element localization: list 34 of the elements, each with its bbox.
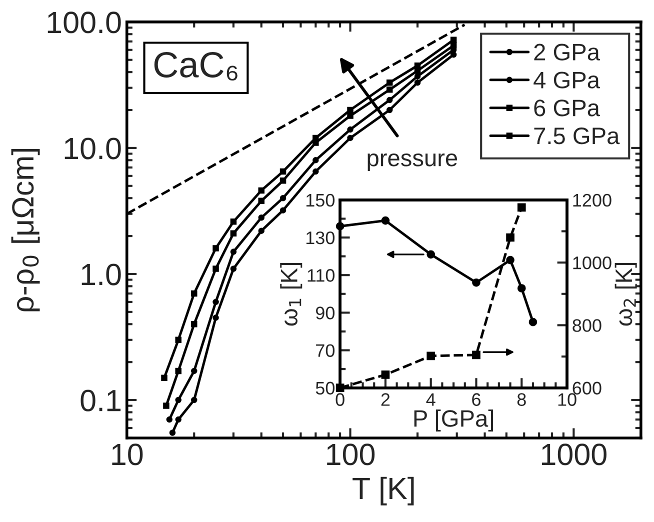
y2-tick-label: 800 bbox=[572, 319, 602, 332]
legend-label: 7.5 GPa bbox=[534, 128, 620, 144]
y-axis-title: ρ-ρ$_{0}$ [μΩcm] bbox=[11, 149, 40, 312]
y2-axis-title: ω$_{2}$ [K] bbox=[614, 263, 637, 326]
y-tick-label: 100.0 bbox=[48, 12, 121, 34]
x-tick-label: 6 bbox=[472, 393, 480, 406]
y-tick-label: 1.0 bbox=[82, 264, 121, 286]
x-tick-label: 10 bbox=[558, 393, 576, 406]
annotation: pressure bbox=[368, 153, 458, 172]
legend-label: 2 GPa bbox=[534, 44, 600, 61]
x-tick-label: 4 bbox=[426, 393, 436, 406]
y-tick-label: 130 bbox=[306, 231, 335, 244]
y-tick-label: 0.1 bbox=[80, 390, 121, 412]
y-tick-label: 90 bbox=[316, 306, 335, 320]
y-axis-title: ω$_{1}$ [K] bbox=[280, 263, 302, 326]
x-axis-title: T [K] bbox=[352, 476, 414, 506]
x-tick-label: 1000 bbox=[542, 444, 606, 466]
y-tick-label: 150 bbox=[306, 194, 335, 207]
y-tick-label: 10.0 bbox=[64, 138, 121, 160]
legend-label: 6 GPa bbox=[534, 100, 600, 116]
x-tick-label: 8 bbox=[517, 393, 526, 406]
y-tick-label: 70 bbox=[316, 344, 335, 357]
y2-tick-label: 1000 bbox=[573, 256, 612, 270]
x-tick-label: 0 bbox=[336, 393, 344, 406]
y-tick-label: 110 bbox=[308, 269, 335, 282]
y-tick-label: 50 bbox=[316, 382, 335, 395]
legend-label: 4 GPa bbox=[534, 72, 600, 88]
x-tick-label: 2 bbox=[381, 393, 390, 406]
y2-tick-label: 1200 bbox=[573, 194, 612, 207]
y2-tick-label: 600 bbox=[572, 382, 602, 395]
annotation: CaC₆ bbox=[154, 52, 238, 80]
x-tick-label: 10 bbox=[112, 444, 143, 466]
x-tick-label: 100 bbox=[327, 444, 375, 466]
x-axis-title: P [GPa] bbox=[414, 410, 493, 432]
